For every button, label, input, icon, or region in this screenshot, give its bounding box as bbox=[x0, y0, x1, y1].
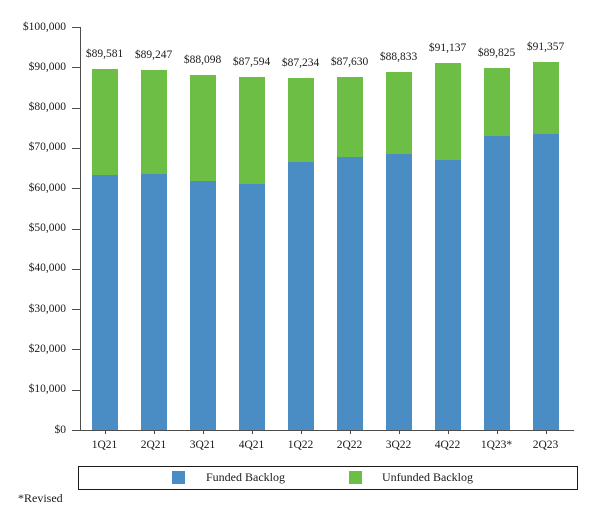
bar-total-label: $87,234 bbox=[281, 57, 320, 70]
bar-total-label: $91,137 bbox=[428, 41, 467, 54]
bar-2q22 bbox=[336, 76, 363, 430]
y-axis-tick bbox=[72, 349, 80, 351]
x-axis-tick bbox=[153, 430, 155, 434]
y-axis-tick-label: $10,000 bbox=[28, 383, 66, 396]
x-axis-label: 2Q22 bbox=[336, 439, 363, 451]
bar-segment-funded bbox=[238, 184, 265, 430]
y-axis-tick-label: $100,000 bbox=[22, 20, 66, 33]
y-axis-tick-label: $90,000 bbox=[28, 60, 66, 73]
unfunded-backlog-swatch-icon bbox=[349, 471, 362, 484]
x-axis-label: 2Q21 bbox=[140, 439, 167, 451]
y-axis-tick-label: $0 bbox=[54, 423, 67, 436]
bar-segment-funded bbox=[91, 175, 118, 430]
bar-total-label: $88,098 bbox=[183, 53, 222, 66]
y-axis-line bbox=[80, 27, 81, 431]
x-axis-tick bbox=[398, 430, 400, 434]
x-axis-label: 4Q21 bbox=[238, 439, 265, 451]
x-axis-tick bbox=[349, 430, 351, 434]
bar-1q21 bbox=[91, 68, 118, 430]
y-axis-tick bbox=[72, 309, 80, 311]
x-axis-tick bbox=[300, 430, 302, 434]
bar-segment-unfunded bbox=[336, 76, 363, 158]
bar-total-label: $87,630 bbox=[330, 55, 369, 68]
bar-4q22 bbox=[434, 62, 461, 430]
bar-total-label: $89,581 bbox=[85, 47, 124, 60]
footnote-revised: *Revised bbox=[18, 491, 63, 505]
y-axis-tick-label: $30,000 bbox=[28, 302, 66, 315]
bar-2q23 bbox=[532, 61, 559, 430]
x-axis-label: 1Q21 bbox=[91, 439, 118, 451]
bar-3q21 bbox=[189, 74, 216, 430]
y-axis-tick bbox=[72, 389, 80, 391]
bar-segment-unfunded bbox=[532, 61, 559, 135]
y-axis-tick-label: $70,000 bbox=[28, 141, 66, 154]
bar-segment-funded bbox=[189, 181, 216, 430]
bar-1q22 bbox=[287, 78, 314, 430]
bar-segment-unfunded bbox=[238, 76, 265, 185]
y-axis-tick bbox=[72, 67, 80, 69]
y-axis-tick bbox=[72, 107, 80, 109]
x-axis-tick bbox=[251, 430, 253, 434]
bar-segment-funded bbox=[140, 173, 167, 430]
bar-4q21 bbox=[238, 76, 265, 430]
bar-total-label: $89,247 bbox=[134, 49, 173, 62]
y-axis-tick-label: $80,000 bbox=[28, 101, 66, 114]
y-axis-tick bbox=[72, 268, 80, 270]
bar-segment-unfunded bbox=[189, 74, 216, 182]
bar-segment-funded bbox=[532, 134, 559, 430]
y-axis-tick bbox=[72, 147, 80, 149]
y-axis-tick-label: $50,000 bbox=[28, 222, 66, 234]
funded-backlog-swatch-icon bbox=[172, 471, 185, 484]
y-axis-tick bbox=[72, 188, 80, 190]
x-axis-line bbox=[80, 430, 574, 431]
bar-2q21 bbox=[140, 70, 167, 430]
y-axis-tick bbox=[72, 430, 80, 431]
bar-segment-funded bbox=[336, 157, 363, 430]
bar-segment-unfunded bbox=[434, 62, 461, 161]
x-axis-label: 3Q21 bbox=[189, 439, 216, 451]
bar-segment-unfunded bbox=[385, 72, 412, 154]
x-axis-tick bbox=[202, 430, 204, 434]
legend-label-funded: Funded Backlog bbox=[206, 470, 285, 484]
x-axis-label: 1Q22 bbox=[287, 439, 314, 451]
x-axis-tick bbox=[447, 430, 449, 434]
y-axis-tick-label: $60,000 bbox=[28, 181, 66, 194]
bar-segment-funded bbox=[385, 153, 412, 430]
x-axis-label: 3Q22 bbox=[385, 439, 412, 451]
legend-label-unfunded: Unfunded Backlog bbox=[382, 470, 473, 484]
bar-total-label: $87,594 bbox=[232, 55, 271, 68]
bar-segment-funded bbox=[434, 160, 461, 430]
x-axis-tick bbox=[545, 430, 547, 434]
y-axis-tick bbox=[72, 228, 80, 230]
y-axis-tick-label: $20,000 bbox=[28, 342, 66, 355]
bar-segment-unfunded bbox=[287, 78, 314, 162]
bar-total-label: $88,833 bbox=[379, 51, 418, 63]
x-axis-tick bbox=[496, 430, 498, 434]
bar-total-label: $91,357 bbox=[526, 40, 565, 53]
bar-3q22 bbox=[385, 72, 412, 430]
bar-segment-funded bbox=[483, 136, 510, 430]
y-axis-tick bbox=[72, 27, 80, 28]
x-axis-tick bbox=[104, 430, 106, 434]
x-axis-label: 4Q22 bbox=[434, 439, 461, 451]
bar-total-label: $89,825 bbox=[477, 47, 516, 59]
bar-1q23 bbox=[483, 68, 510, 430]
x-axis-label: 2Q23 bbox=[532, 439, 559, 451]
legend: Funded Backlog Unfunded Backlog bbox=[78, 466, 578, 490]
bar-segment-unfunded bbox=[91, 68, 118, 176]
x-axis-label: 1Q23* bbox=[480, 439, 513, 451]
bar-segment-unfunded bbox=[140, 70, 167, 174]
bar-segment-unfunded bbox=[483, 68, 510, 137]
bar-segment-funded bbox=[287, 161, 314, 430]
y-axis-tick-label: $40,000 bbox=[28, 262, 66, 275]
